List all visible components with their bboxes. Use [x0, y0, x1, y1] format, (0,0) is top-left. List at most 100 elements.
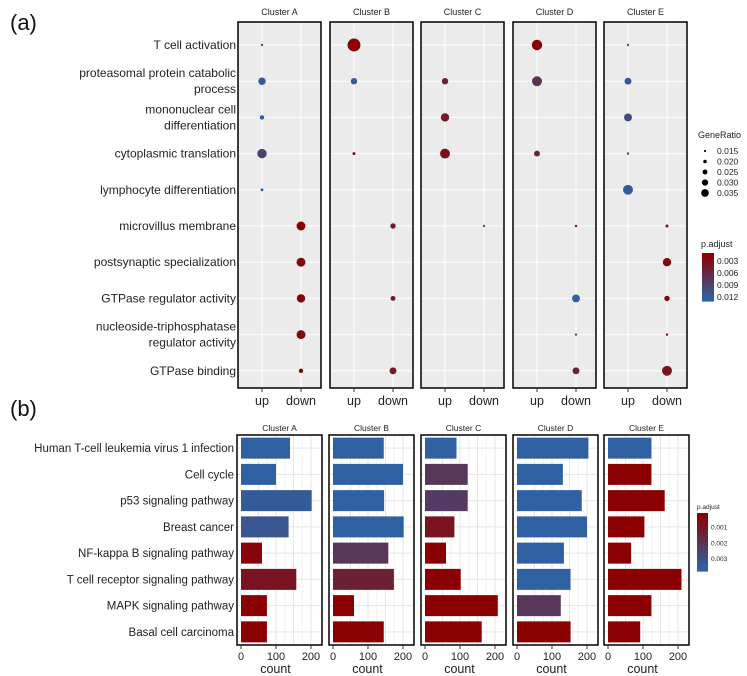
legend-colorbar-step [697, 537, 708, 541]
bar [608, 490, 665, 512]
legend-colorbar-step [702, 287, 714, 290]
panel-a-dotplot: Cluster A up down Cluster B up down Cluster C u… [79, 7, 741, 408]
bar [241, 516, 289, 538]
legend-color-label: 0.001 [711, 525, 728, 532]
dot-point [390, 223, 396, 229]
legend-size-label: 0.015 [717, 146, 739, 156]
legend-size-dot [703, 149, 707, 153]
x-tick-label: up [347, 394, 361, 408]
legend-colorbar-step [702, 295, 714, 298]
y-tick-label: proteasomal protein catabolic [79, 66, 236, 80]
dot-point [260, 43, 264, 47]
facet-panel-bg [330, 22, 413, 388]
bar [608, 621, 641, 643]
bar [425, 463, 468, 485]
bar [241, 463, 276, 485]
x-tick-label: up [621, 394, 635, 408]
dot-point [352, 152, 356, 156]
dot-point [665, 224, 669, 228]
y-tick-label: differentiation [164, 118, 236, 132]
legend-colorbar-step [697, 522, 708, 526]
x-tick-label: 200 [394, 651, 412, 663]
legend-colorbar-step [697, 551, 708, 555]
y-tick-label: microvillus membrane [119, 219, 236, 233]
x-tick-label: 200 [669, 651, 687, 663]
bar [425, 621, 482, 643]
legend-colorbar-step [697, 525, 708, 529]
dot-point [626, 43, 630, 47]
y-tick-label: MAPK signaling pathway [107, 601, 234, 613]
facet-title: Cluster D [536, 7, 574, 17]
bar [333, 621, 384, 643]
legend-colorbar-step [702, 297, 714, 300]
y-tick-label: Human T-cell leukemia virus 1 infection [34, 443, 234, 455]
bar [333, 595, 354, 617]
dot-point [296, 221, 306, 231]
legend-colorbar-step [697, 513, 708, 517]
dot-point [296, 330, 306, 340]
facet-title: Cluster C [446, 423, 481, 433]
legend-colorbar-step [702, 299, 714, 302]
facet-border [237, 21, 322, 389]
x-tick-label: 0 [238, 651, 244, 663]
legend-colorbar-step [697, 554, 708, 558]
facet-border [512, 21, 597, 389]
bar [608, 516, 645, 538]
bar [517, 542, 564, 564]
legend-colorbar-step [702, 273, 714, 276]
legend-colorbar-step [697, 534, 708, 538]
x-tick-label: 0 [605, 651, 611, 663]
x-tick-label: 0 [330, 651, 336, 663]
legend-colorbar-step [702, 267, 714, 270]
bar [608, 437, 652, 459]
x-tick-label: up [530, 394, 544, 408]
dot-point [258, 77, 266, 85]
legend-size-dot [703, 159, 707, 164]
legend-colorbar-step [697, 539, 708, 543]
facet-border [420, 21, 505, 389]
dot-point [389, 367, 397, 375]
legend-colorbar-step [697, 517, 708, 521]
legend-color-label: 0.012 [717, 292, 739, 302]
bar [425, 595, 498, 617]
bar [517, 490, 582, 512]
facet-panel-bg [238, 22, 321, 388]
bar [608, 595, 652, 617]
y-tick-label: T cell activation [154, 38, 236, 52]
x-tick-label: 100 [543, 651, 561, 663]
dot-point [259, 115, 265, 120]
legend-colorbar-step [702, 281, 714, 284]
bar [425, 516, 455, 538]
dot-point [296, 294, 306, 303]
facet-border [512, 434, 599, 646]
dot-point [390, 295, 396, 301]
dot-point [296, 257, 306, 267]
bar [333, 516, 404, 538]
facet-border [420, 434, 507, 646]
facet-panel-bg [421, 22, 504, 388]
facet-border [236, 434, 323, 646]
legend-colorbar-step [697, 568, 708, 572]
dot-point [532, 76, 542, 87]
legend-colorbar-step [697, 561, 708, 565]
legend-colorbar-step [702, 277, 714, 280]
y-tick-label: p53 signaling pathway [120, 496, 234, 508]
dot-point [440, 113, 450, 122]
x-axis-title: count [536, 662, 567, 676]
facet-title: Cluster E [629, 423, 664, 433]
legend-colorbar-step [697, 520, 708, 524]
facet-title: Cluster B [353, 7, 390, 17]
facet-title: Cluster A [261, 7, 298, 17]
y-tick-label: GTPase binding [150, 364, 236, 378]
bar [608, 568, 682, 590]
legend-colorbar-step [702, 283, 714, 286]
legend-colorbar-step [697, 515, 708, 519]
legend-colorbar-step [697, 558, 708, 562]
facet-title: Cluster A [262, 423, 297, 433]
legend-size-label: 0.025 [717, 167, 739, 177]
bar [241, 568, 297, 590]
dot-point [662, 365, 672, 376]
dot-point [572, 367, 580, 375]
legend-color-label: 0.003 [717, 256, 739, 266]
